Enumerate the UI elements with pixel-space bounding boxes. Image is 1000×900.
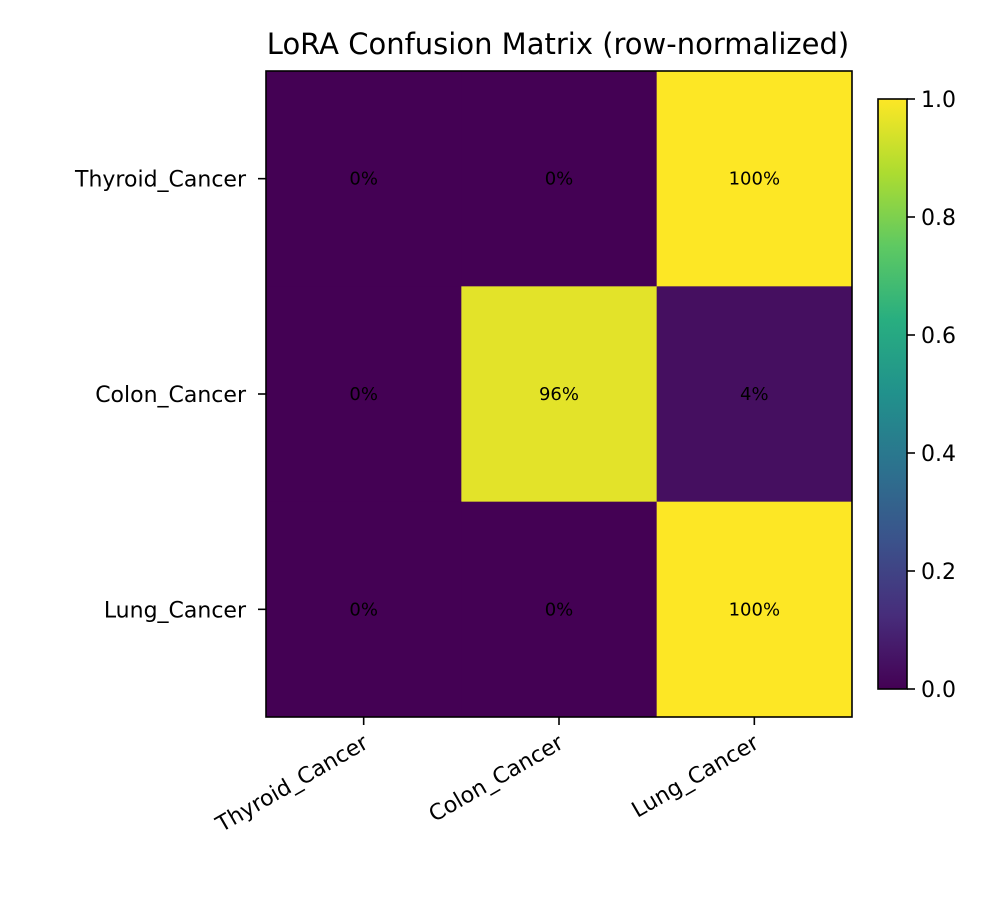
- cell-value-label: 96%: [539, 384, 579, 405]
- heatmap-cell: [266, 286, 462, 503]
- colorbar-tick-label: 0.8: [921, 206, 956, 231]
- heatmap-cell: [656, 71, 853, 287]
- heatmap-cell: [656, 286, 853, 503]
- x-tick-label: Thyroid_Cancer: [211, 730, 373, 838]
- x-tick-label: Colon_Cancer: [425, 730, 569, 828]
- colorbar-ticks: 0.0 0.2 0.4 0.6 0.8 1.0: [907, 88, 956, 703]
- y-tick-label: Lung_Cancer: [104, 598, 247, 623]
- colorbar-tick-label: 0.2: [921, 560, 956, 585]
- heatmap-cell-labels: 0% 0% 100% 0% 96% 4% 0% 0% 100%: [349, 169, 780, 621]
- heatmap-cells: [266, 71, 853, 718]
- heatmap-cell: [461, 71, 658, 287]
- x-axis-ticks: Thyroid_Cancer Colon_Cancer Lung_Cancer: [211, 717, 764, 838]
- cell-value-label: 0%: [545, 599, 574, 620]
- y-axis-ticks: Thyroid_Cancer Colon_Cancer Lung_Cancer: [74, 168, 266, 623]
- cell-value-label: 0%: [349, 169, 378, 190]
- cell-value-label: 0%: [545, 169, 574, 190]
- cell-value-label: 0%: [349, 599, 378, 620]
- heatmap-cell: [461, 286, 658, 503]
- y-tick-label: Colon_Cancer: [95, 383, 247, 408]
- cell-value-label: 100%: [729, 169, 780, 190]
- cell-value-label: 4%: [740, 384, 769, 405]
- y-tick-label: Thyroid_Cancer: [74, 168, 247, 193]
- colorbar: 0.0 0.2 0.4 0.6 0.8 1.0: [877, 88, 956, 703]
- colorbar-tick-label: 0.6: [921, 324, 956, 349]
- cell-value-label: 100%: [729, 599, 780, 620]
- heatmap-cell: [656, 501, 853, 718]
- colorbar-tick-label: 0.0: [921, 678, 956, 703]
- heatmap-cell: [461, 501, 658, 718]
- heatmap-cell: [266, 71, 462, 287]
- cell-value-label: 0%: [349, 384, 378, 405]
- chart-title: LoRA Confusion Matrix (row-normalized): [267, 27, 849, 61]
- heatmap-cell: [266, 501, 462, 718]
- colorbar-tick-label: 0.4: [921, 442, 956, 467]
- colorbar-tick-label: 1.0: [921, 88, 956, 113]
- colorbar-gradient: [878, 99, 907, 689]
- x-tick-label: Lung_Cancer: [628, 730, 764, 823]
- colorbar-frame: [877, 98, 908, 690]
